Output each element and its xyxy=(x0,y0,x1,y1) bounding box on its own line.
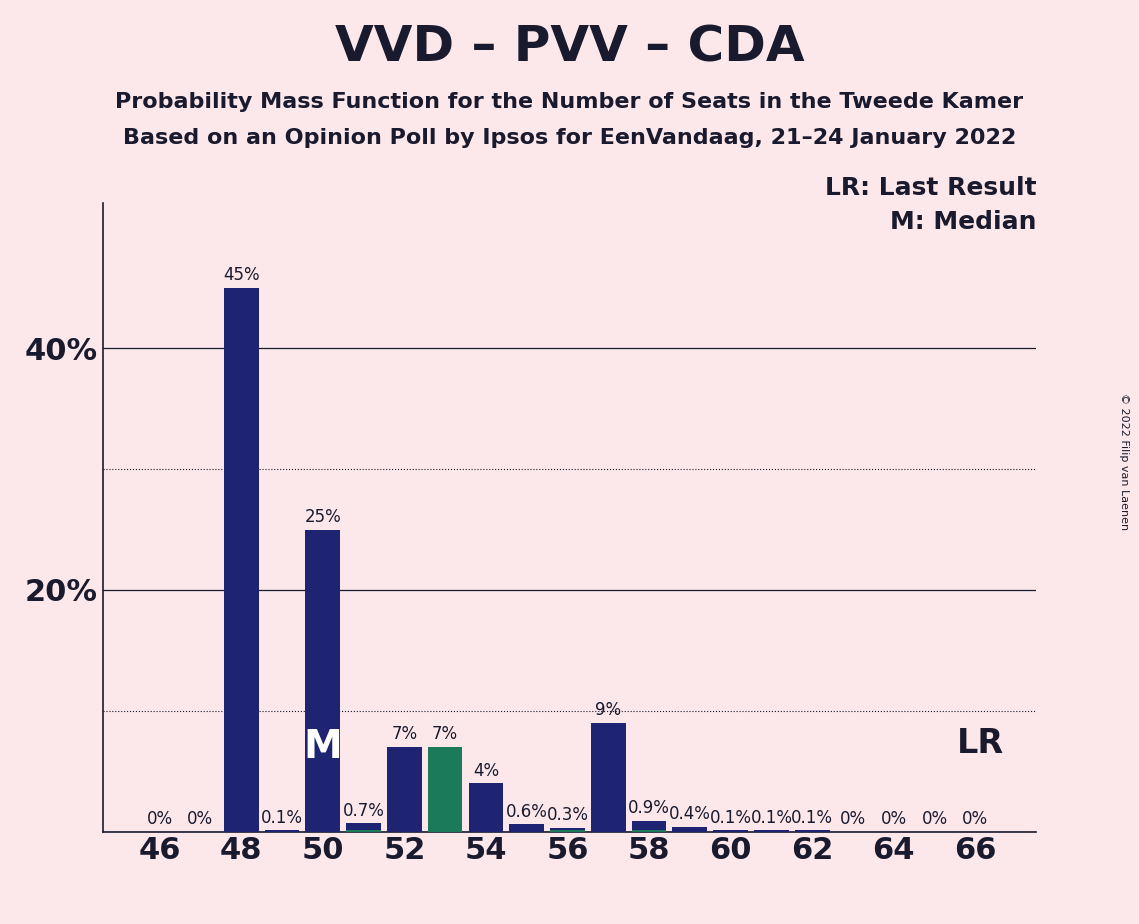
Bar xyxy=(591,723,625,832)
Text: 45%: 45% xyxy=(223,266,260,285)
Text: M: Median: M: Median xyxy=(890,210,1036,234)
Bar xyxy=(550,831,584,832)
Bar xyxy=(224,288,259,832)
Text: 7%: 7% xyxy=(432,725,458,744)
Bar xyxy=(346,831,380,832)
Text: M: M xyxy=(303,728,342,766)
Bar xyxy=(428,747,462,832)
Text: 0.1%: 0.1% xyxy=(710,808,752,827)
Text: 0%: 0% xyxy=(921,810,948,828)
Bar xyxy=(632,821,666,832)
Text: 0%: 0% xyxy=(187,810,213,828)
Text: 0.1%: 0.1% xyxy=(751,808,793,827)
Text: 7%: 7% xyxy=(392,725,417,744)
Bar xyxy=(468,784,503,832)
Text: LR: LR xyxy=(957,727,1003,760)
Text: 25%: 25% xyxy=(304,508,341,526)
Bar xyxy=(550,828,584,832)
Text: 0.1%: 0.1% xyxy=(261,808,303,827)
Bar xyxy=(713,831,748,832)
Bar xyxy=(264,831,300,832)
Text: Based on an Opinion Poll by Ipsos for EenVandaag, 21–24 January 2022: Based on an Opinion Poll by Ipsos for Ee… xyxy=(123,128,1016,148)
Text: LR: Last Result: LR: Last Result xyxy=(825,176,1036,200)
Text: 0%: 0% xyxy=(147,810,173,828)
Bar xyxy=(387,747,421,832)
Bar xyxy=(346,823,380,832)
Text: 0%: 0% xyxy=(962,810,989,828)
Bar xyxy=(632,831,666,832)
Text: 4%: 4% xyxy=(473,761,499,780)
Bar xyxy=(509,824,544,832)
Text: 9%: 9% xyxy=(596,701,621,719)
Text: © 2022 Filip van Laenen: © 2022 Filip van Laenen xyxy=(1120,394,1129,530)
Text: Probability Mass Function for the Number of Seats in the Tweede Kamer: Probability Mass Function for the Number… xyxy=(115,92,1024,113)
Bar xyxy=(672,827,707,832)
Text: VVD – PVV – CDA: VVD – PVV – CDA xyxy=(335,23,804,71)
Text: 0%: 0% xyxy=(839,810,866,828)
Text: 0.1%: 0.1% xyxy=(792,808,833,827)
Bar xyxy=(305,529,341,832)
Text: 0.6%: 0.6% xyxy=(506,803,548,821)
Text: 0.4%: 0.4% xyxy=(669,805,711,823)
Text: 0.7%: 0.7% xyxy=(343,801,385,820)
Text: 0%: 0% xyxy=(880,810,907,828)
Bar xyxy=(795,831,829,832)
Text: 0.9%: 0.9% xyxy=(628,799,670,817)
Bar xyxy=(428,747,462,832)
Bar xyxy=(754,831,788,832)
Text: 0.3%: 0.3% xyxy=(547,807,589,824)
